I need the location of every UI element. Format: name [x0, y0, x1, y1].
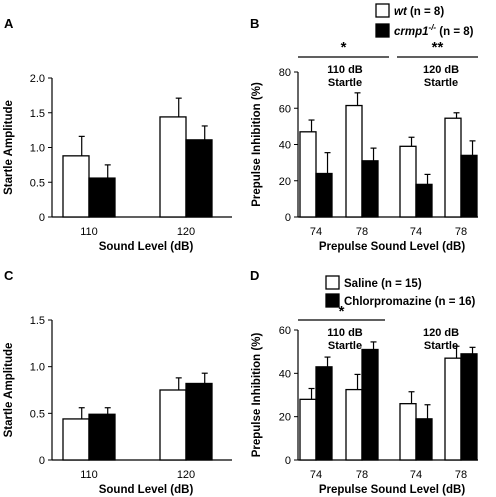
y-tick-label: 40 — [279, 140, 291, 152]
panel-letter: B — [250, 16, 259, 31]
y-tick-label: 40 — [279, 368, 291, 380]
bar-treated-1 — [88, 177, 116, 218]
legend-suffix: Saline (n = 15) — [344, 278, 422, 290]
y-axis-title: Startle Amplitude — [3, 343, 15, 438]
y-tick-label: 0 — [39, 455, 45, 467]
y-tick-label: 0 — [285, 212, 291, 224]
x-tick-label: 78 — [356, 469, 368, 481]
bar-treated-1 — [88, 413, 116, 461]
legend-label: Saline (n = 15) — [344, 278, 422, 290]
y-tick-label: 0 — [285, 455, 291, 467]
y-axis-title: Prepulse Inhibition (%) — [251, 333, 263, 458]
x-tick-label: 78 — [455, 226, 467, 238]
x-tick-label: 74 — [410, 469, 422, 481]
legend-label: Chlorpromazine (n = 16) — [344, 296, 475, 308]
bar-treated-2 — [361, 160, 379, 218]
x-tick-label: 74 — [310, 469, 322, 481]
bar-treated-4 — [460, 154, 478, 218]
condition-label: 110 dB — [327, 327, 363, 339]
panel-letter: A — [4, 16, 14, 31]
x-tick-label: 78 — [356, 226, 368, 238]
x-axis-title: Sound Level (dB) — [99, 484, 194, 496]
panel-letter: C — [4, 268, 14, 283]
bar-control-1 — [299, 398, 317, 461]
condition-label: 120 dB — [423, 64, 459, 76]
panel-b: B 0 20 40 60 80 Prepulse Inhibition (%) 74 78 74 7… — [250, 3, 478, 253]
condition-label: Startle — [424, 77, 458, 89]
bar-control-1 — [299, 131, 317, 218]
x-axis-title: Sound Level (dB) — [99, 241, 194, 253]
y-axis-title: Prepulse Inhibition (%) — [251, 82, 263, 207]
legend-name: wt — [394, 6, 408, 18]
condition-label: Startle — [328, 340, 362, 352]
bar-treated-3 — [415, 183, 433, 218]
y-tick-label: 1.0 — [30, 143, 45, 155]
x-tick-label: 110 — [80, 226, 98, 238]
condition-label: Startle — [424, 340, 458, 352]
x-tick-label: 120 — [177, 469, 195, 481]
y-tick-label: 20 — [279, 176, 291, 188]
bar-control-1 — [62, 418, 90, 461]
bar-control-2 — [159, 116, 187, 218]
bar-control-3 — [399, 145, 417, 218]
bar-treated-1 — [315, 366, 333, 461]
y-tick-label: 1.5 — [30, 108, 45, 120]
x-tick-label: 74 — [410, 226, 422, 238]
x-tick-label: 120 — [177, 226, 195, 238]
condition-label: Startle — [328, 77, 362, 89]
y-tick-label: 0.5 — [30, 408, 45, 420]
y-tick-label: 0.5 — [30, 177, 45, 189]
significance-marker: * — [341, 39, 347, 56]
bar-treated-3 — [415, 418, 433, 461]
y-tick-label: 0 — [39, 212, 45, 224]
bar-control-2 — [159, 389, 187, 461]
panel-letter: D — [250, 268, 259, 283]
x-axis-title: Prepulse Sound Level (dB) — [319, 484, 465, 496]
legend-suffix: (n = 8) — [436, 26, 474, 38]
y-tick-label: 2.0 — [30, 73, 45, 85]
bar-treated-2 — [185, 139, 213, 218]
condition-label: 120 dB — [423, 327, 459, 339]
significance-marker: * — [339, 303, 345, 320]
panel-a: A 0 0.5 1.0 1.5 2.0 Startle Amplitude 110 120 Sou… — [3, 16, 232, 253]
legend-swatch-control — [375, 3, 390, 18]
significance-marker: ** — [432, 39, 444, 56]
bar-control-3 — [399, 403, 417, 461]
bar-control-1 — [62, 155, 90, 218]
x-axis-title: Prepulse Sound Level (dB) — [319, 241, 465, 253]
legend-name: crmp1 — [394, 26, 429, 38]
y-tick-label: 20 — [279, 412, 291, 424]
legend-swatch-treated — [375, 23, 390, 38]
x-tick-label: 78 — [455, 469, 467, 481]
x-tick-label: 74 — [310, 226, 322, 238]
panel-d: D 0 20 40 60 Prepulse Inhibition (%) 74 78 74 78 P… — [250, 268, 478, 496]
panel-c: C 0 0.5 1.0 1.5 Startle Amplitude 110 120 Sound … — [3, 268, 232, 496]
y-tick-label: 1.5 — [30, 315, 45, 327]
legend-swatch-control — [325, 275, 340, 290]
y-tick-label: 60 — [279, 103, 291, 115]
legend-swatch-treated — [325, 293, 340, 308]
legend-suffix: (n = 8) — [407, 6, 445, 18]
legend-label: crmp1-/- (n = 8) — [394, 23, 474, 38]
bar-treated-2 — [361, 348, 379, 461]
bar-treated-4 — [460, 353, 478, 461]
legend-suffix: Chlorpromazine (n = 16) — [344, 296, 475, 308]
bar-control-2 — [345, 104, 363, 218]
x-tick-label: 110 — [80, 469, 98, 481]
bar-treated-1 — [315, 172, 333, 218]
legend-superscript: -/- — [429, 23, 437, 32]
bar-treated-2 — [185, 382, 213, 461]
bar-control-4 — [444, 117, 462, 218]
y-tick-label: 60 — [279, 325, 291, 337]
condition-label: 110 dB — [327, 64, 363, 76]
legend-label: wt (n = 8) — [394, 6, 444, 18]
y-tick-label: 80 — [279, 67, 291, 79]
bar-control-2 — [345, 388, 363, 461]
bar-control-4 — [444, 357, 462, 461]
y-axis-title: Startle Amplitude — [3, 100, 15, 195]
y-tick-label: 1.0 — [30, 362, 45, 374]
